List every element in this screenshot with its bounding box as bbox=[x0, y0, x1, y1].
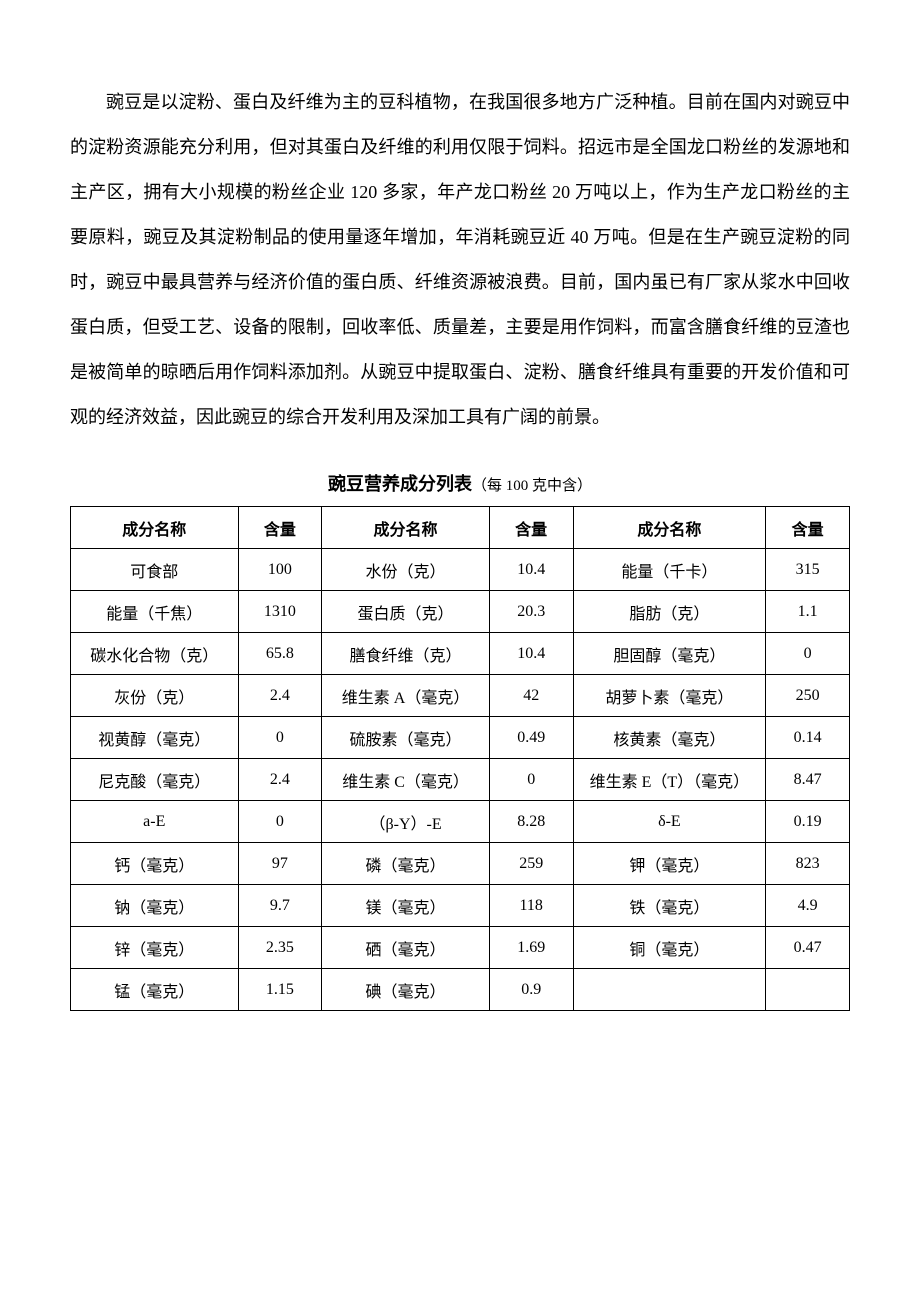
table-cell: 锰（毫克） bbox=[71, 969, 239, 1011]
table-row: 尼克酸（毫克）2.4维生素 C（毫克）0维生素 E（T）（毫克）8.47 bbox=[71, 759, 850, 801]
table-cell: 0 bbox=[238, 801, 322, 843]
table-row: 可食部100水份（克）10.4能量（千卡）315 bbox=[71, 549, 850, 591]
table-cell: 8.47 bbox=[766, 759, 850, 801]
table-cell: 2.35 bbox=[238, 927, 322, 969]
table-cell: 脂肪（克） bbox=[573, 591, 766, 633]
table-header: 成分名称 bbox=[573, 507, 766, 549]
table-row: 锌（毫克）2.35硒（毫克）1.69铜（毫克）0.47 bbox=[71, 927, 850, 969]
table-cell: 蛋白质（克） bbox=[322, 591, 490, 633]
table-header: 含量 bbox=[238, 507, 322, 549]
table-cell: 硒（毫克） bbox=[322, 927, 490, 969]
table-cell: 硫胺素（毫克） bbox=[322, 717, 490, 759]
table-header: 成分名称 bbox=[322, 507, 490, 549]
table-cell: 铁（毫克） bbox=[573, 885, 766, 927]
table-cell: 钠（毫克） bbox=[71, 885, 239, 927]
table-cell: δ-E bbox=[573, 801, 766, 843]
body-paragraph: 豌豆是以淀粉、蛋白及纤维为主的豆科植物，在我国很多地方广泛种植。目前在国内对豌豆… bbox=[70, 80, 850, 440]
table-title-note: （每 100 克中含） bbox=[472, 478, 592, 494]
table-cell: 1.15 bbox=[238, 969, 322, 1011]
table-cell: 核黄素（毫克） bbox=[573, 717, 766, 759]
table-row: 锰（毫克）1.15碘（毫克）0.9 bbox=[71, 969, 850, 1011]
table-cell: 20.3 bbox=[489, 591, 573, 633]
table-header: 成分名称 bbox=[71, 507, 239, 549]
nutrition-table: 成分名称 含量 成分名称 含量 成分名称 含量 可食部100水份（克）10.4能… bbox=[70, 506, 850, 1011]
table-cell: 10.4 bbox=[489, 633, 573, 675]
table-cell: 维生素 A（毫克） bbox=[322, 675, 490, 717]
table-cell: 膳食纤维（克） bbox=[322, 633, 490, 675]
table-cell: 灰份（克） bbox=[71, 675, 239, 717]
table-row: 钙（毫克）97磷（毫克）259钾（毫克）823 bbox=[71, 843, 850, 885]
table-cell bbox=[573, 969, 766, 1011]
table-cell: 可食部 bbox=[71, 549, 239, 591]
table-cell: 118 bbox=[489, 885, 573, 927]
table-cell: 97 bbox=[238, 843, 322, 885]
table-row: a-E0（β-Y）-E8.28δ-E0.19 bbox=[71, 801, 850, 843]
table-cell: 10.4 bbox=[489, 549, 573, 591]
table-cell: 尼克酸（毫克） bbox=[71, 759, 239, 801]
table-cell: 水份（克） bbox=[322, 549, 490, 591]
table-header-row: 成分名称 含量 成分名称 含量 成分名称 含量 bbox=[71, 507, 850, 549]
table-cell: 铜（毫克） bbox=[573, 927, 766, 969]
table-cell: 维生素 C（毫克） bbox=[322, 759, 490, 801]
table-cell: （β-Y）-E bbox=[322, 801, 490, 843]
table-cell: 胡萝卜素（毫克） bbox=[573, 675, 766, 717]
table-cell: 视黄醇（毫克） bbox=[71, 717, 239, 759]
table-cell: 锌（毫克） bbox=[71, 927, 239, 969]
table-cell: 65.8 bbox=[238, 633, 322, 675]
table-cell: 8.28 bbox=[489, 801, 573, 843]
table-cell: 4.9 bbox=[766, 885, 850, 927]
table-cell: 钙（毫克） bbox=[71, 843, 239, 885]
table-cell: 碳水化合物（克） bbox=[71, 633, 239, 675]
table-row: 视黄醇（毫克）0硫胺素（毫克）0.49核黄素（毫克）0.14 bbox=[71, 717, 850, 759]
table-header: 含量 bbox=[766, 507, 850, 549]
table-cell: 2.4 bbox=[238, 675, 322, 717]
table-row: 能量（千焦）1310蛋白质（克）20.3脂肪（克）1.1 bbox=[71, 591, 850, 633]
table-cell: 0.9 bbox=[489, 969, 573, 1011]
table-body: 可食部100水份（克）10.4能量（千卡）315能量（千焦）1310蛋白质（克）… bbox=[71, 549, 850, 1011]
table-cell: 9.7 bbox=[238, 885, 322, 927]
table-cell: 碘（毫克） bbox=[322, 969, 490, 1011]
table-cell: 0 bbox=[489, 759, 573, 801]
table-cell: 259 bbox=[489, 843, 573, 885]
table-cell: 维生素 E（T）（毫克） bbox=[573, 759, 766, 801]
table-title: 豌豆营养成分列表（每 100 克中含） bbox=[70, 470, 850, 496]
table-cell: 0 bbox=[766, 633, 850, 675]
table-cell: 0.14 bbox=[766, 717, 850, 759]
table-cell: 0 bbox=[238, 717, 322, 759]
table-row: 碳水化合物（克）65.8膳食纤维（克）10.4胆固醇（毫克）0 bbox=[71, 633, 850, 675]
table-title-main: 豌豆营养成分列表 bbox=[328, 474, 472, 494]
table-cell: 42 bbox=[489, 675, 573, 717]
table-cell: 315 bbox=[766, 549, 850, 591]
table-cell: 1.1 bbox=[766, 591, 850, 633]
table-cell: 823 bbox=[766, 843, 850, 885]
table-cell: 250 bbox=[766, 675, 850, 717]
table-cell: 镁（毫克） bbox=[322, 885, 490, 927]
table-cell: 0.49 bbox=[489, 717, 573, 759]
table-cell bbox=[766, 969, 850, 1011]
table-header: 含量 bbox=[489, 507, 573, 549]
table-cell: 0.19 bbox=[766, 801, 850, 843]
table-row: 灰份（克）2.4维生素 A（毫克）42胡萝卜素（毫克）250 bbox=[71, 675, 850, 717]
table-cell: 能量（千卡） bbox=[573, 549, 766, 591]
table-cell: 1310 bbox=[238, 591, 322, 633]
table-cell: 2.4 bbox=[238, 759, 322, 801]
table-cell: a-E bbox=[71, 801, 239, 843]
table-cell: 0.47 bbox=[766, 927, 850, 969]
table-cell: 钾（毫克） bbox=[573, 843, 766, 885]
table-cell: 1.69 bbox=[489, 927, 573, 969]
table-cell: 能量（千焦） bbox=[71, 591, 239, 633]
table-row: 钠（毫克）9.7镁（毫克）118铁（毫克）4.9 bbox=[71, 885, 850, 927]
table-cell: 磷（毫克） bbox=[322, 843, 490, 885]
table-cell: 100 bbox=[238, 549, 322, 591]
table-cell: 胆固醇（毫克） bbox=[573, 633, 766, 675]
